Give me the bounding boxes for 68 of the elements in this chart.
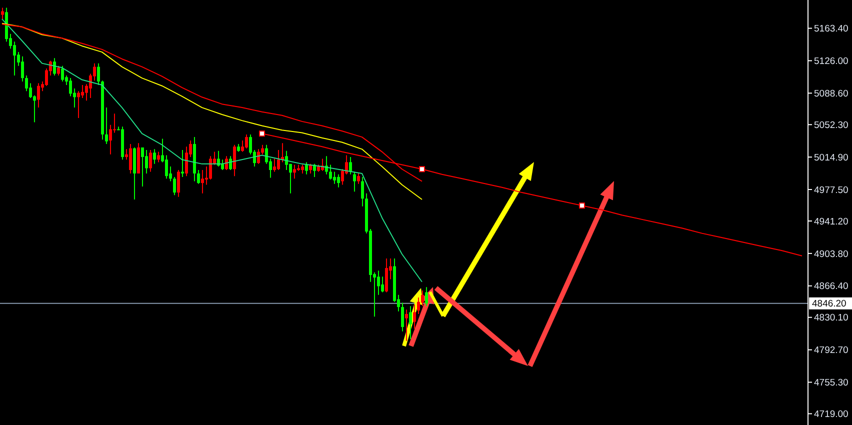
candlestick [173, 176, 176, 196]
y-tick-label: 5014.90 [814, 152, 848, 164]
candlestick [385, 258, 388, 293]
candlestick [209, 156, 212, 180]
y-tick-label: 4755.30 [814, 378, 848, 389]
candlestick [401, 302, 404, 332]
ref-line-label: 4846.20 [812, 298, 846, 310]
y-tick-label: 5126.00 [814, 56, 848, 68]
candlestick [109, 124, 112, 155]
candlestick [37, 82, 40, 108]
candlestick [57, 65, 60, 76]
candlestick [185, 146, 188, 177]
candlestick [329, 164, 332, 180]
candlestick [413, 304, 416, 330]
candlestick [357, 172, 360, 184]
candlestick [13, 41, 16, 76]
candlestick [153, 148, 156, 164]
candlestick [305, 162, 308, 175]
candlestick [129, 143, 132, 174]
y-tick-label: 4830.10 [814, 312, 848, 324]
candlestick [53, 58, 56, 76]
candlestick [81, 84, 84, 99]
candlestick [181, 150, 184, 178]
candlestick [353, 171, 356, 192]
candlestick [225, 156, 228, 170]
candlestick [69, 78, 72, 97]
candlestick [425, 286, 428, 307]
candlestick [241, 140, 244, 152]
y-tick-label: 4903.80 [814, 248, 848, 260]
candlestick [277, 150, 280, 170]
candlestick [273, 158, 276, 172]
candlestick [141, 146, 144, 187]
candlestick [105, 107, 108, 144]
candlestick [381, 276, 384, 293]
candlestick [233, 144, 236, 177]
candlestick [97, 62, 100, 86]
candlestick [417, 297, 420, 314]
candlestick [285, 150, 288, 170]
candlestick [377, 270, 380, 296]
candlestick [229, 156, 232, 170]
y-tick-label: 4977.50 [814, 184, 848, 196]
y-tick-label: 5088.60 [814, 88, 848, 100]
candlestick [293, 164, 296, 180]
candlestick [201, 170, 204, 194]
candlestick [349, 156, 352, 175]
y-tick-label: 4866.40 [814, 281, 848, 292]
candlestick [21, 56, 24, 82]
candlestick [405, 309, 408, 342]
y-tick-label: 4941.20 [814, 216, 848, 228]
y-tick-label: 4792.70 [814, 345, 848, 356]
y-tick-label: 5052.30 [814, 120, 848, 131]
candlestick [157, 151, 160, 163]
y-tick-label: 4719.00 [814, 409, 848, 420]
candlestick [61, 65, 64, 82]
candlestick [77, 90, 80, 118]
candlestick [145, 150, 148, 174]
candlestick [337, 174, 340, 188]
candlestick [421, 290, 424, 307]
candlestick [245, 134, 248, 149]
candlestick [149, 150, 152, 172]
candlestick [409, 306, 412, 340]
candlestick [221, 159, 224, 170]
candlestick [165, 154, 168, 180]
y-tick-label: 5163.40 [814, 24, 848, 35]
candlestick [333, 171, 336, 184]
candlestick [197, 170, 200, 184]
candlestick [177, 170, 180, 198]
candlestick [361, 176, 364, 207]
